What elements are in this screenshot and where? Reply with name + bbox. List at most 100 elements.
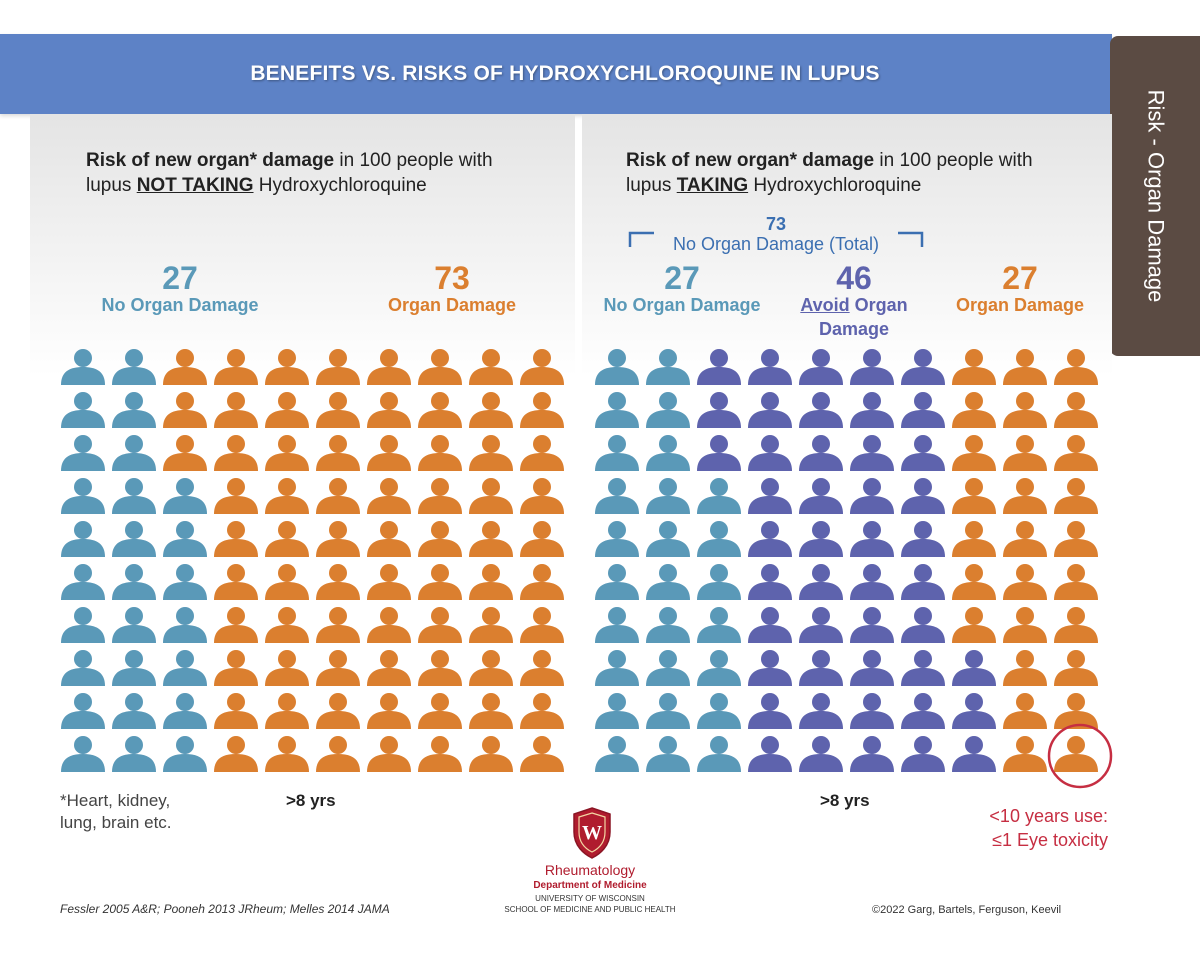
person-icon <box>265 736 309 772</box>
person-icon <box>367 435 411 471</box>
person-icon <box>316 521 360 557</box>
side-tab[interactable] <box>1110 36 1200 356</box>
copyright: ©2022 Garg, Bartels, Ferguson, Keevil <box>872 904 1062 916</box>
person-icon <box>316 564 360 600</box>
total-no-damage-label: No Organ Damage (Total) <box>672 234 880 254</box>
person-icon <box>112 392 156 428</box>
right-heading-taking: TAKING <box>676 175 749 196</box>
person-icon <box>952 564 996 600</box>
eye-toxicity-highlight <box>1047 723 1113 789</box>
person-icon <box>799 392 843 428</box>
side-tab-label-wrap[interactable]: Risk - Organ Damage <box>1110 36 1200 356</box>
footnote-line1: *Heart, kidney, <box>60 791 171 810</box>
person-icon <box>1054 693 1098 729</box>
person-icon <box>1003 607 1047 643</box>
person-icon <box>163 392 207 428</box>
person-icon <box>61 349 105 385</box>
person-icon <box>520 650 564 686</box>
person-icon <box>163 650 207 686</box>
person-icon <box>1054 736 1098 772</box>
person-icon <box>367 521 411 557</box>
crest-letter: W <box>582 822 602 844</box>
person-icon <box>112 650 156 686</box>
total-bracket <box>628 231 924 247</box>
person-icon <box>469 435 513 471</box>
person-icon <box>850 607 894 643</box>
person-icon <box>214 693 258 729</box>
person-icon <box>265 349 309 385</box>
person-icon <box>112 478 156 514</box>
person-icon <box>1003 478 1047 514</box>
person-icon <box>265 392 309 428</box>
person-icon <box>265 564 309 600</box>
person-icon <box>469 564 513 600</box>
person-icon <box>748 521 792 557</box>
person-icon <box>646 564 690 600</box>
person-icon <box>61 478 105 514</box>
person-icon <box>1054 650 1098 686</box>
right-heading-text1: in 100 people with <box>874 150 1033 171</box>
person-icon <box>418 564 462 600</box>
person-icon <box>61 736 105 772</box>
person-icon <box>1054 478 1098 514</box>
person-icon <box>952 435 996 471</box>
person-icon <box>901 607 945 643</box>
person-icon <box>799 650 843 686</box>
person-icon <box>61 435 105 471</box>
person-icon <box>367 392 411 428</box>
avoid-label-line2: Damage <box>818 319 890 339</box>
person-icon <box>112 607 156 643</box>
person-icon <box>520 435 564 471</box>
left-heading-not-taking: NOT TAKING <box>136 175 254 196</box>
person-icon <box>646 521 690 557</box>
logo-rheumatology: Rheumatology <box>544 862 636 878</box>
person-icon <box>595 736 639 772</box>
right-no-damage-number: 27 <box>664 260 700 296</box>
person-icon <box>214 607 258 643</box>
right-panel-background <box>582 114 1112 376</box>
person-icon <box>850 564 894 600</box>
page-title: BENEFITS VS. RISKS OF HYDROXYCHLOROQUINE… <box>250 62 880 85</box>
person-icon <box>1003 392 1047 428</box>
person-icon <box>1054 349 1098 385</box>
person-icon <box>163 607 207 643</box>
right-avoid-damage-number: 46 <box>836 260 872 296</box>
person-icon <box>748 736 792 772</box>
person-icon <box>316 607 360 643</box>
person-icon <box>646 392 690 428</box>
person-icon <box>901 478 945 514</box>
person-icon <box>469 349 513 385</box>
person-icon <box>1054 607 1098 643</box>
person-icon <box>646 736 690 772</box>
side-tab-label: Risk - Organ Damage <box>1143 89 1168 303</box>
person-icon <box>520 478 564 514</box>
person-icon <box>901 521 945 557</box>
person-icon <box>418 650 462 686</box>
person-icon <box>316 392 360 428</box>
person-icon <box>214 435 258 471</box>
person-icon <box>61 650 105 686</box>
references: Fessler 2005 A&R; Pooneh 2013 JRheum; Me… <box>60 902 390 916</box>
person-icon <box>520 564 564 600</box>
person-icon <box>112 736 156 772</box>
person-icon <box>850 521 894 557</box>
person-icon <box>316 349 360 385</box>
person-icon <box>952 693 996 729</box>
person-icon <box>163 736 207 772</box>
person-icon <box>799 564 843 600</box>
person-icon <box>265 478 309 514</box>
person-icon <box>214 650 258 686</box>
person-icon <box>850 650 894 686</box>
person-icon <box>697 435 741 471</box>
person-icon <box>952 607 996 643</box>
right-heading-text2: lupus <box>626 175 677 196</box>
right-damage-label: Organ Damage <box>955 295 1085 315</box>
person-icon <box>163 693 207 729</box>
person-icon <box>748 693 792 729</box>
person-icon <box>697 349 741 385</box>
person-icon <box>901 736 945 772</box>
person-icon <box>112 693 156 729</box>
person-icon <box>469 607 513 643</box>
right-damage-number: 27 <box>1002 260 1038 296</box>
title-banner <box>0 34 1112 114</box>
